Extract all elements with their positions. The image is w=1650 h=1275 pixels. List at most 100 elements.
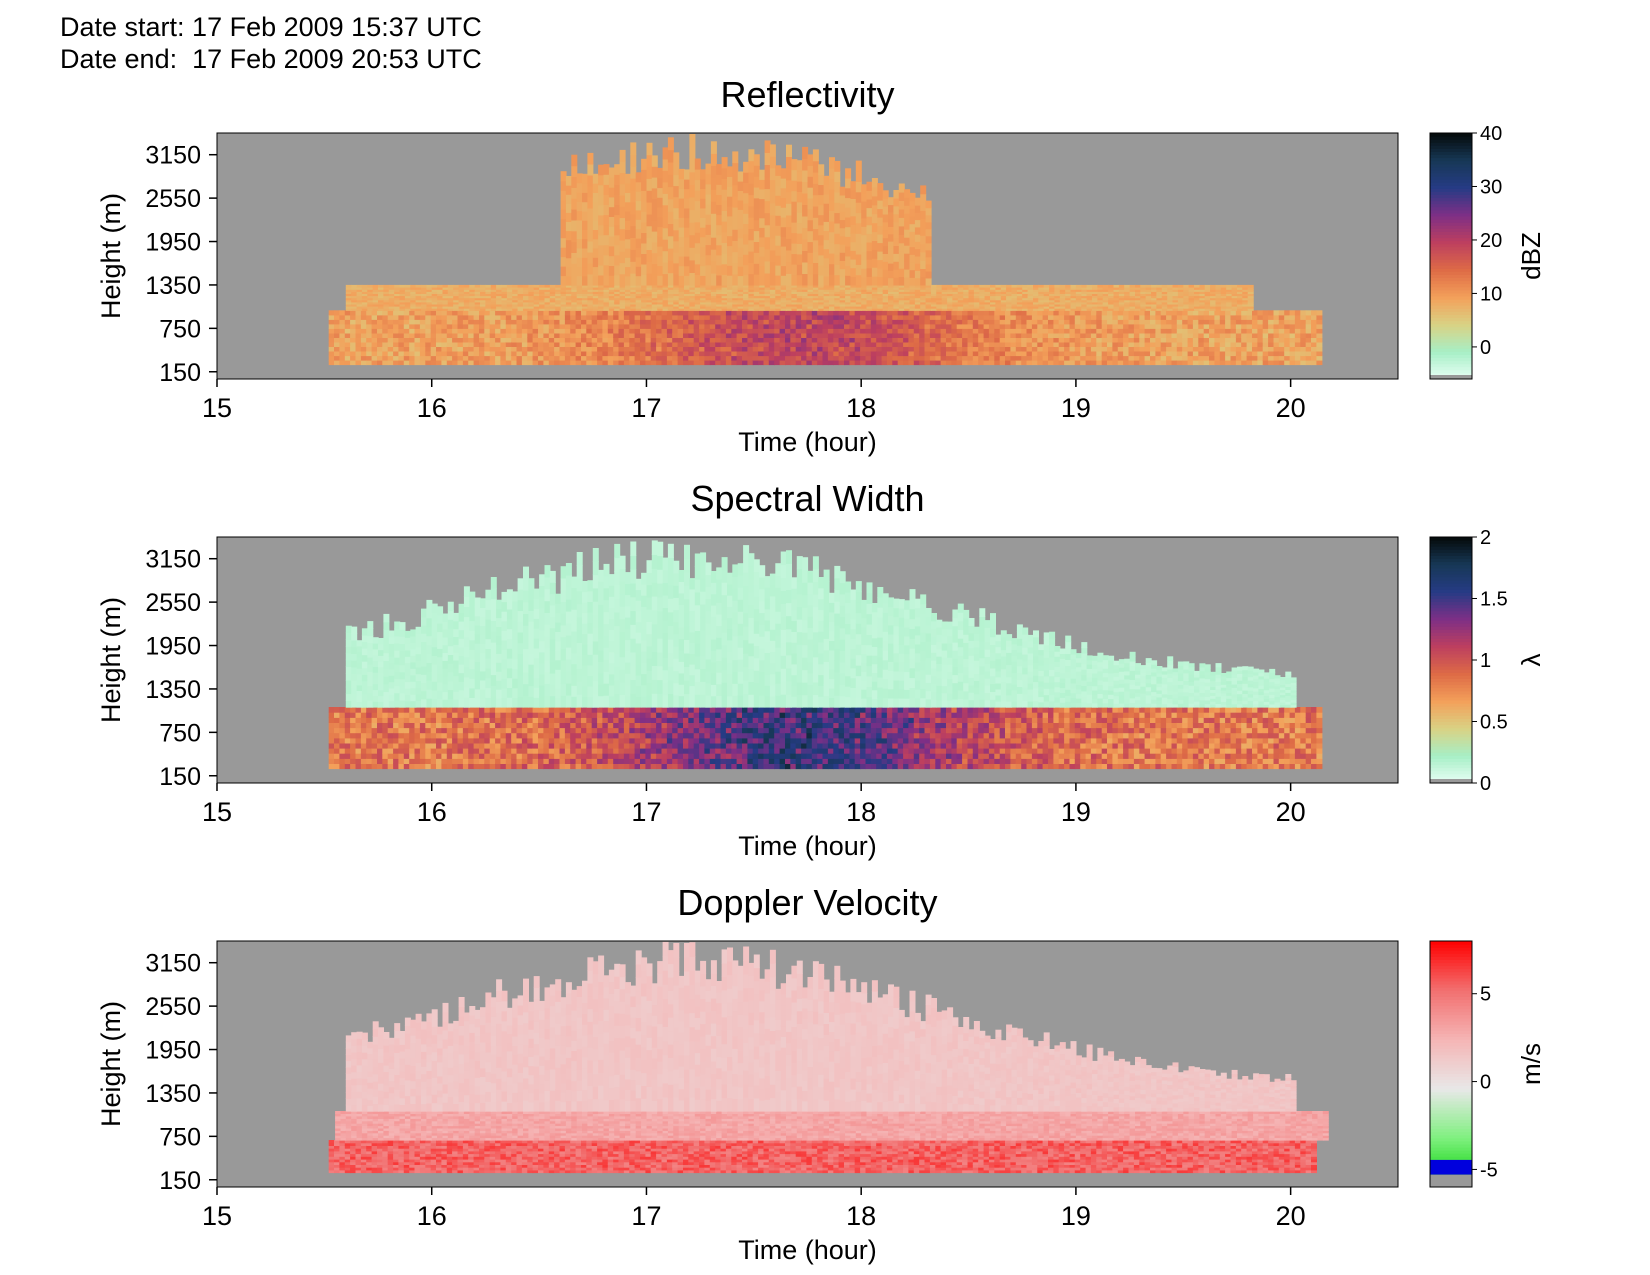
heatmap-cell — [667, 306, 674, 309]
heatmap-cell — [941, 287, 948, 290]
heatmap-cell — [452, 351, 459, 357]
heatmap-cell — [801, 351, 808, 357]
heatmap-cell — [334, 332, 340, 338]
heatmap-cell — [812, 194, 819, 207]
heatmap-cell — [657, 303, 664, 307]
heatmap-cell — [829, 167, 835, 179]
heatmap-cell — [1101, 355, 1108, 361]
heatmap-cell — [764, 287, 771, 290]
heatmap-cell — [511, 346, 518, 352]
heatmap-cell — [827, 351, 834, 357]
heatmap-cell — [700, 217, 707, 228]
heatmap-cell — [640, 337, 646, 343]
heatmap-cell — [1150, 314, 1156, 320]
heatmap-cell — [366, 337, 373, 343]
heatmap-cell — [678, 303, 685, 307]
heatmap-cell — [715, 355, 722, 361]
heatmap-cell — [603, 204, 610, 216]
heatmap-cell — [619, 161, 626, 174]
heatmap-cell — [409, 351, 416, 357]
heatmap-cell — [618, 341, 625, 347]
heatmap-cell — [785, 341, 791, 347]
heatmap-cell — [705, 308, 712, 311]
heatmap-cell — [328, 337, 335, 343]
heatmap-cell — [437, 289, 444, 292]
heatmap-cell — [587, 287, 594, 290]
heatmap-cell — [613, 314, 620, 320]
heatmap-cell — [1108, 306, 1115, 309]
heatmap-cell — [1123, 323, 1130, 329]
heatmap-cell — [984, 308, 991, 311]
heatmap-cell — [811, 351, 818, 357]
heatmap-cell — [1284, 310, 1291, 316]
heatmap-cell — [1242, 301, 1249, 305]
heatmap-cell — [517, 297, 524, 301]
heatmap-cell — [371, 360, 378, 366]
heatmap-cell — [607, 310, 614, 316]
heatmap-cell — [570, 355, 577, 361]
heatmap-cell — [630, 261, 637, 274]
heatmap-cell — [854, 310, 861, 316]
heatmap-cell — [1198, 314, 1205, 320]
heatmap-cell — [689, 299, 696, 303]
heatmap-cell — [1257, 323, 1264, 329]
heatmap-cell — [721, 274, 728, 286]
heatmap-cell — [554, 337, 561, 343]
heatmap-cell — [356, 295, 363, 299]
heatmap-cell — [1252, 328, 1258, 334]
heatmap-cell — [775, 245, 782, 256]
heatmap-cell — [1096, 341, 1103, 347]
heatmap-cell — [845, 216, 852, 228]
heatmap-cell — [431, 303, 438, 307]
heatmap-cell — [1021, 337, 1028, 343]
heatmap-cell — [748, 291, 755, 294]
heatmap-cell — [748, 239, 755, 252]
heatmap-cell — [630, 178, 637, 191]
heatmap-cell — [1144, 360, 1151, 366]
heatmap-cell — [598, 194, 605, 206]
heatmap-cell — [377, 351, 383, 357]
heatmap-cell — [650, 328, 657, 334]
heatmap-cell — [662, 297, 669, 301]
heatmap-cell — [694, 308, 701, 311]
heatmap-cell — [924, 328, 931, 334]
heatmap-cell — [516, 351, 523, 357]
heatmap-cell — [367, 289, 374, 292]
heatmap-cell — [1194, 303, 1200, 307]
heatmap-cell — [575, 319, 582, 325]
heatmap-cell — [1128, 360, 1135, 366]
heatmap-cell — [592, 295, 599, 299]
heatmap-cell — [866, 224, 873, 234]
heatmap-cell — [366, 310, 373, 316]
heatmap-cell — [543, 355, 550, 361]
heatmap-cell — [468, 341, 475, 347]
heatmap-cell — [956, 337, 963, 343]
heatmap-cell — [496, 293, 503, 297]
heatmap-cell — [501, 299, 508, 303]
heatmap-cell — [462, 355, 469, 361]
heatmap-cell — [1140, 295, 1147, 299]
heatmap-cell — [694, 284, 701, 288]
heatmap-cell — [1081, 291, 1088, 294]
heatmap-cell — [947, 301, 954, 305]
heatmap-cell — [1006, 301, 1013, 305]
heatmap-cell — [1058, 328, 1065, 334]
heatmap-cell — [479, 346, 485, 352]
heatmap-cell — [1273, 355, 1280, 361]
heatmap-cell — [602, 319, 609, 325]
heatmap-cell — [1294, 310, 1301, 316]
heatmap-cell — [1070, 291, 1077, 294]
heatmap-cell — [1167, 297, 1174, 301]
heatmap-cell — [811, 341, 818, 347]
heatmap-cell — [619, 239, 626, 252]
heatmap-cell — [1144, 328, 1151, 334]
heatmap-cell — [564, 319, 571, 325]
heatmap-cell — [1049, 295, 1056, 299]
heatmap-cell — [425, 355, 432, 361]
heatmap-cell — [705, 284, 712, 288]
heatmap-cell — [592, 297, 599, 301]
heatmap-cell — [886, 341, 893, 347]
heatmap-cell — [1037, 355, 1044, 361]
heatmap-cell — [1235, 323, 1242, 329]
heatmap-cell — [544, 291, 551, 294]
